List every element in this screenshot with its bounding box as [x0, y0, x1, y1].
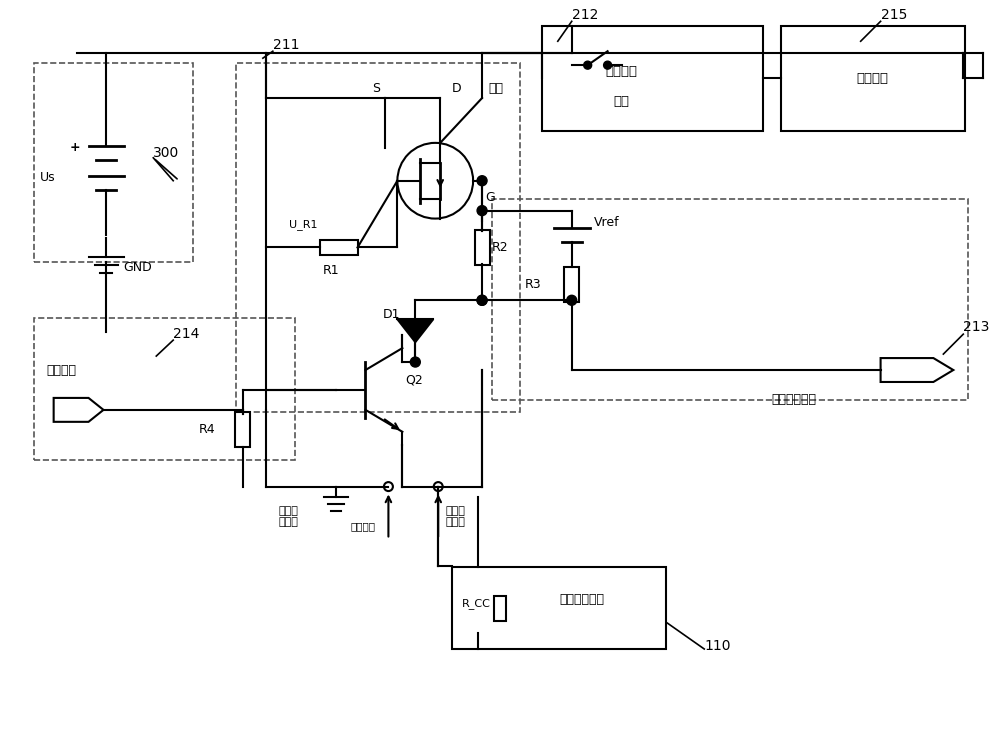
Text: R1: R1 — [323, 264, 339, 277]
Text: Vref: Vref — [594, 216, 619, 229]
Text: +: + — [69, 141, 80, 154]
Bar — [34, 318, 295, 459]
Text: U_R1: U_R1 — [289, 219, 317, 230]
Bar — [34, 63, 193, 262]
Bar — [452, 567, 666, 649]
Text: S: S — [372, 81, 380, 95]
Text: 唤醒: 唤醒 — [488, 81, 503, 95]
Bar — [475, 230, 490, 265]
Text: R3: R3 — [525, 277, 542, 291]
Bar — [564, 267, 579, 302]
Text: 212: 212 — [572, 8, 598, 23]
Bar — [235, 412, 250, 447]
Bar — [542, 26, 763, 131]
Circle shape — [410, 357, 420, 367]
Text: R4: R4 — [199, 423, 216, 436]
Text: 外部充电插头: 外部充电插头 — [559, 593, 604, 605]
Text: 充电接口: 充电接口 — [350, 521, 375, 532]
Polygon shape — [397, 319, 433, 342]
Text: 保护接
地接口: 保护接 地接口 — [279, 505, 299, 527]
Text: 模块: 模块 — [614, 95, 630, 108]
Bar — [236, 63, 520, 412]
Text: 切换信号: 切换信号 — [47, 363, 77, 377]
Bar — [781, 26, 965, 131]
Text: 300: 300 — [153, 146, 180, 160]
Text: 电源管理: 电源管理 — [606, 65, 638, 77]
Bar — [492, 199, 968, 400]
Text: Us: Us — [40, 171, 55, 184]
Circle shape — [584, 61, 592, 69]
Text: 110: 110 — [704, 639, 731, 653]
Text: Q2: Q2 — [405, 374, 423, 387]
Circle shape — [477, 205, 487, 216]
Circle shape — [477, 296, 487, 305]
Circle shape — [567, 296, 577, 305]
Text: 连接确
认接口: 连接确 认接口 — [445, 505, 465, 527]
Text: D: D — [452, 81, 462, 95]
Text: 213: 213 — [963, 320, 990, 334]
Bar — [494, 596, 506, 620]
Text: D1: D1 — [382, 308, 400, 321]
Text: 214: 214 — [173, 327, 200, 341]
Text: R_CC: R_CC — [462, 598, 491, 608]
Text: 控制模块: 控制模块 — [857, 71, 889, 85]
Text: G: G — [485, 191, 495, 204]
Text: R2: R2 — [492, 241, 509, 254]
Text: 211: 211 — [273, 38, 299, 52]
Text: GND: GND — [123, 261, 152, 274]
Bar — [320, 240, 358, 255]
Text: 215: 215 — [881, 8, 907, 23]
Circle shape — [604, 61, 612, 69]
Circle shape — [434, 482, 443, 491]
Circle shape — [477, 296, 487, 305]
Circle shape — [477, 176, 487, 186]
Text: 检测结果信号: 检测结果信号 — [771, 393, 816, 406]
Circle shape — [384, 482, 393, 491]
